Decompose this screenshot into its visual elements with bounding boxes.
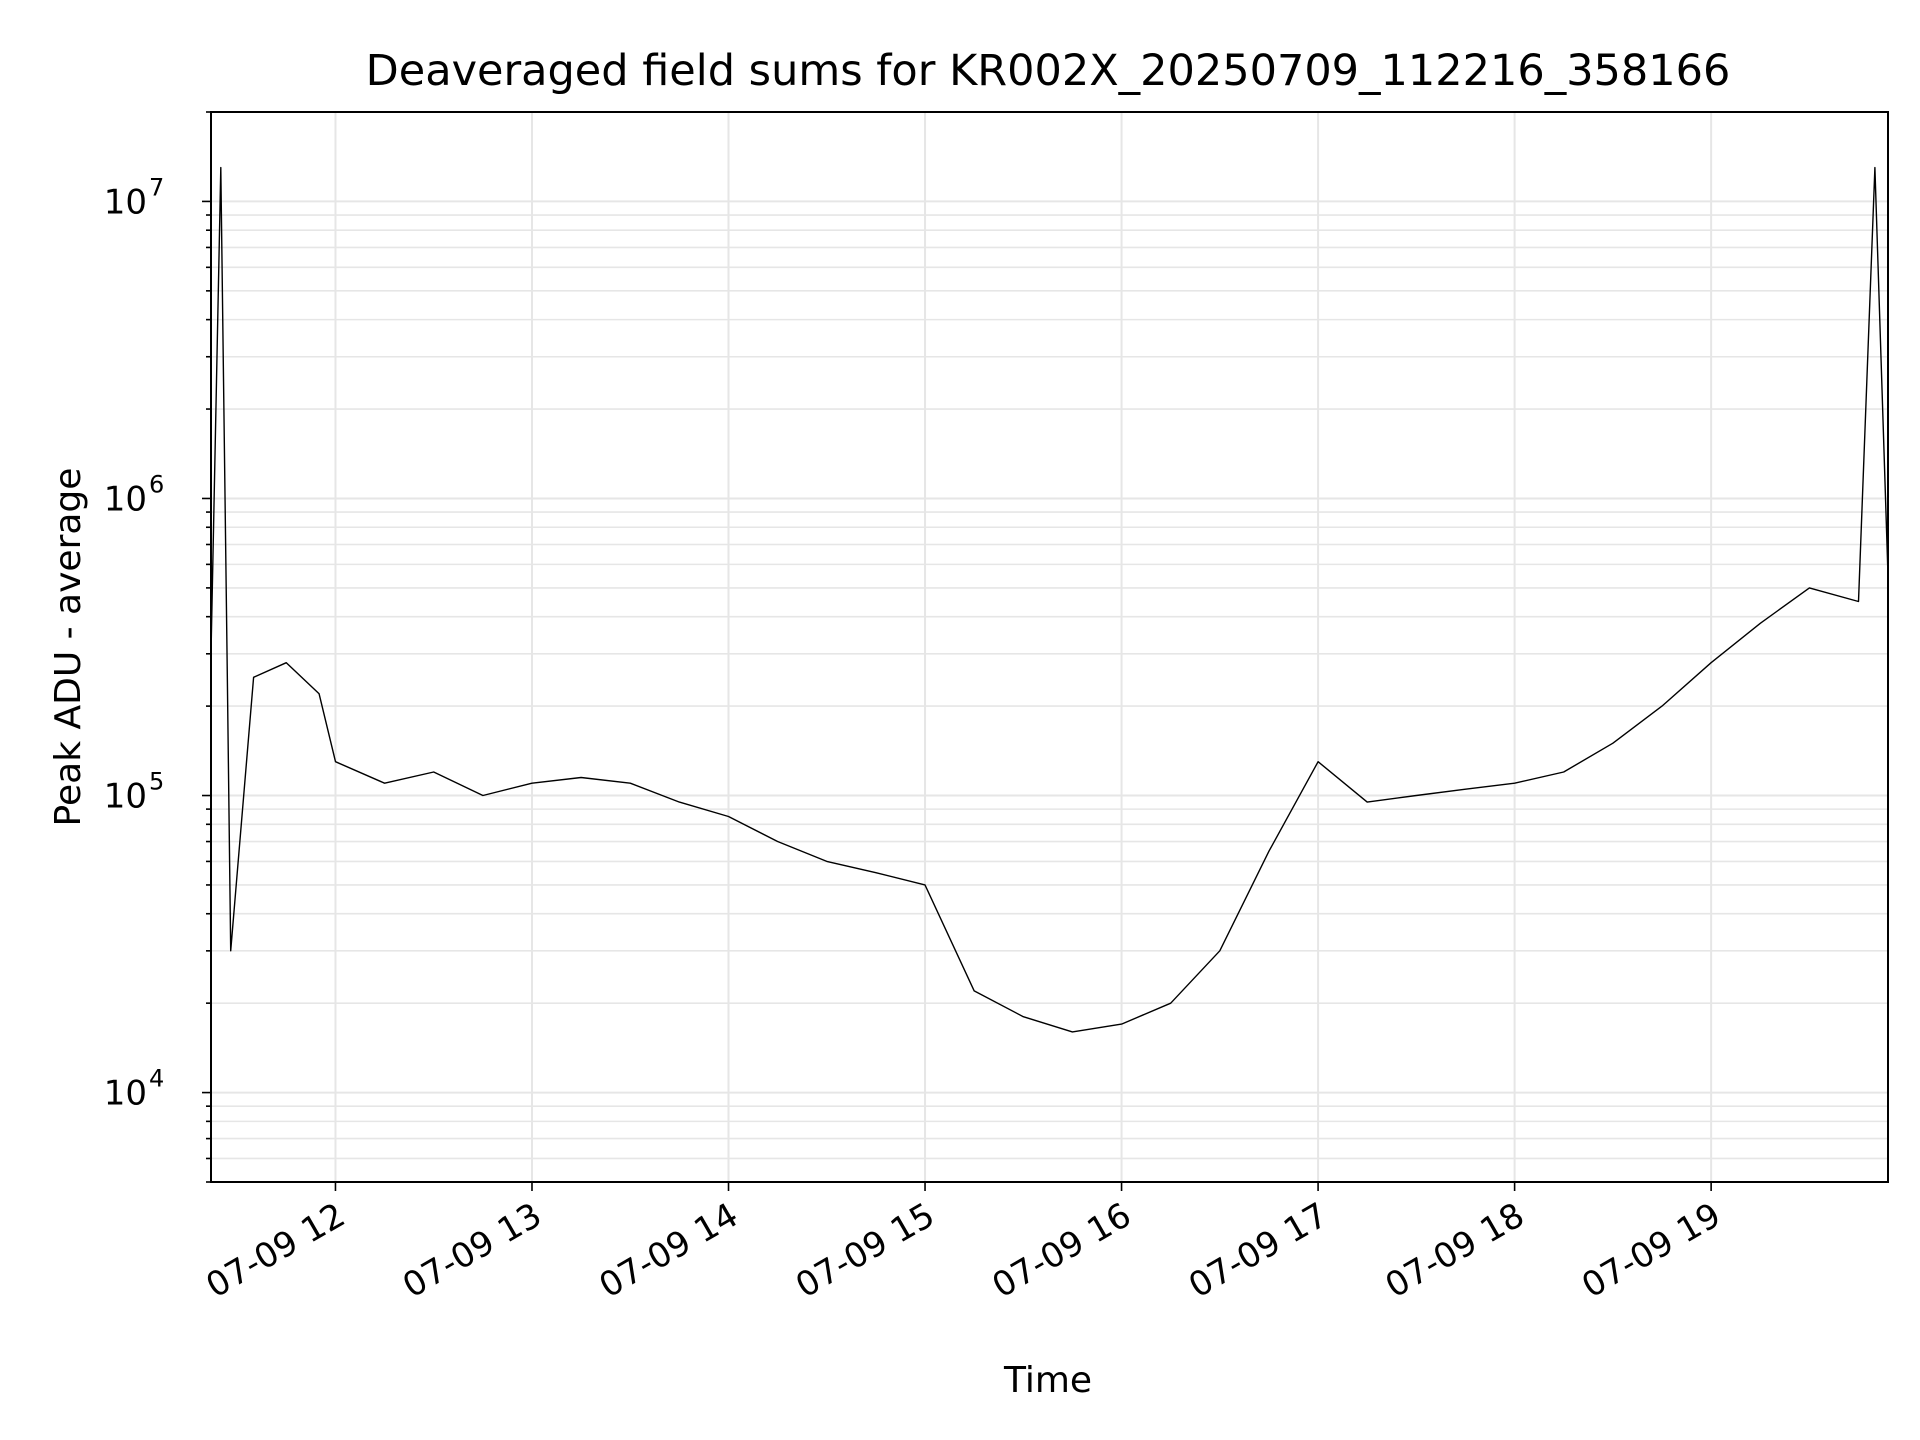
chart-title: Deaveraged field sums for KR002X_2025070… [366,46,1731,96]
x-tick-label: 07-09 15 [789,1195,941,1306]
plot-frame [210,111,1889,1183]
x-axis-title: Time [1003,1360,1092,1401]
x-tick-label: 07-09 13 [396,1195,548,1306]
x-tick-label: 07-09 18 [1379,1195,1531,1306]
y-tick-exponent: 7 [149,173,164,201]
y-tick-label: 10 [104,1074,147,1114]
grid-layer [211,111,1888,1183]
y-tick-exponent: 4 [149,1065,164,1093]
series-line [210,166,1889,1033]
y-tick-label: 10 [104,182,147,222]
x-tick-label: 07-09 16 [986,1195,1138,1306]
x-tick-label: 07-09 17 [1182,1195,1334,1306]
y-axis-title: Peak ADU - average [48,468,89,827]
y-tick-exponent: 6 [149,470,164,498]
series-layer [210,166,1889,1033]
y-tick-label: 10 [104,479,147,519]
x-tick-label: 07-09 19 [1575,1195,1727,1306]
y-tick-exponent: 5 [149,768,164,796]
x-tick-label: 07-09 12 [200,1195,352,1306]
x-tick-label: 07-09 14 [593,1195,745,1306]
y-tick-label: 10 [104,777,147,817]
